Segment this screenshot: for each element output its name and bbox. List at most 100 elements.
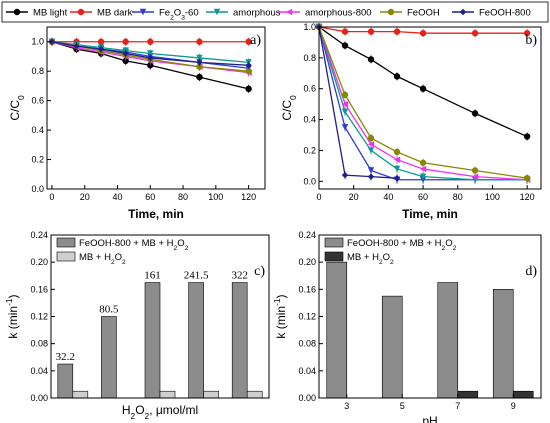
y-tick-label: 0.08 xyxy=(30,339,48,349)
bar-data-label: 241.5 xyxy=(184,270,209,282)
x-tick-label: 80 xyxy=(178,192,188,202)
x-tick-label: 80 xyxy=(453,192,463,202)
y-tick-label: 0.0 xyxy=(31,184,44,194)
y-tick-label: 0.04 xyxy=(298,366,316,376)
panel-b-time-course-chart: 0 20 40 60 80 100 120 0.0 0.2 0.4 0.6 0.8 1.0 Time, m… xyxy=(280,22,542,221)
bar-legend-swatch-mb-h2o2 xyxy=(56,251,76,262)
legend-marker-amorphous xyxy=(213,8,221,16)
bar-feooh-800-mb-h2o2-3 xyxy=(326,261,348,399)
data-point xyxy=(341,42,349,49)
data-point xyxy=(48,38,56,45)
data-point xyxy=(471,110,479,117)
y-tick-label: 0.16 xyxy=(298,284,316,294)
plot-frame xyxy=(46,26,266,190)
legend-marker-mb-light xyxy=(13,8,21,16)
bar-feooh-800-mb-h2o2-7 xyxy=(437,282,459,399)
y-tick-label: 0.24 xyxy=(30,230,48,240)
legend-marker-feooh xyxy=(387,8,395,16)
data-point xyxy=(196,73,203,81)
bar-feooh-800-mb-h2o2-322 xyxy=(231,282,248,399)
data-point xyxy=(419,173,427,180)
y-tick-label: 0.4 xyxy=(303,115,316,125)
data-point xyxy=(341,171,349,179)
bar-feooh-800-mb-h2o2-241-5 xyxy=(188,282,204,399)
panel-a-time-course-chart: 0 20 40 60 80 100 120 0.0 0.2 0.4 0.6 0.8 1.0 Time, m… xyxy=(8,26,266,221)
bar-feooh-800-mb-h2o2-161 xyxy=(144,282,161,399)
legend-marker-feooh-800 xyxy=(459,8,467,16)
y-axis-label: k (min-1) xyxy=(4,294,20,338)
data-point xyxy=(471,167,479,174)
data-point xyxy=(147,54,154,62)
series-line-feooh-800 xyxy=(318,26,398,179)
x-tick-label: 9 xyxy=(511,401,516,411)
data-point xyxy=(341,108,349,116)
legend-marker-amorphous-800 xyxy=(285,8,293,16)
y-tick-label: 0.20 xyxy=(298,257,316,267)
data-point xyxy=(419,159,427,166)
y-tick-label: 1.0 xyxy=(31,37,44,47)
data-point xyxy=(367,167,375,174)
data-point xyxy=(419,85,427,92)
data-point xyxy=(393,28,401,35)
bar-feooh-800-mb-h2o2-32-2 xyxy=(57,363,74,399)
data-point xyxy=(523,175,531,182)
legend-label-amorphous-800: amorphous-800 xyxy=(305,8,372,19)
y-tick-label: 0.8 xyxy=(31,66,44,76)
y-axis-label: k (min-1) xyxy=(272,294,288,338)
data-point xyxy=(196,59,203,66)
y-tick-label: 0.00 xyxy=(298,393,316,403)
y-tick-label: 0.24 xyxy=(298,230,316,240)
bar-legend-label-mb-h2o2: MB + H2O2 xyxy=(347,252,394,266)
panel-label: a) xyxy=(250,33,261,48)
bar-data-label: 32.2 xyxy=(56,351,75,363)
bar-mb-h2o2-32-2 xyxy=(72,390,89,399)
data-point xyxy=(367,141,375,148)
data-point xyxy=(523,29,531,37)
x-tick-label: 100 xyxy=(208,192,223,202)
series-feooh-800 xyxy=(315,23,401,183)
data-point xyxy=(367,28,375,35)
bar-mb-h2o2-161 xyxy=(159,390,176,399)
y-tick-label: 0.00 xyxy=(30,393,48,403)
data-point xyxy=(419,29,427,37)
bar-data-label: 161 xyxy=(144,270,161,282)
legend-label-amorphous: amorphous xyxy=(233,8,281,19)
data-point xyxy=(97,38,105,45)
y-tick-label: 0.08 xyxy=(298,339,316,349)
bar-feooh-800-mb-h2o2-9 xyxy=(492,289,514,399)
data-point xyxy=(523,133,531,140)
data-point xyxy=(196,38,203,45)
data-point xyxy=(393,156,401,163)
data-point xyxy=(471,29,479,37)
x-axis-label: Time, min xyxy=(402,207,458,221)
data-point xyxy=(393,73,401,80)
y-tick-label: 0.04 xyxy=(30,366,48,376)
legend-label-fe2o3-60: Fe2O3-60 xyxy=(159,8,199,22)
y-tick-label: 0.6 xyxy=(31,96,44,106)
x-tick-label: 60 xyxy=(145,192,155,202)
x-tick-label: 60 xyxy=(418,192,428,202)
y-tick-label: 0.12 xyxy=(30,312,48,322)
x-axis-label: Time, min xyxy=(128,207,184,221)
data-point xyxy=(367,173,375,180)
y-axis-label: C/C0 xyxy=(280,95,298,121)
x-tick-label: 0 xyxy=(49,192,54,202)
x-axis-label: H2O2, μmol/ml xyxy=(122,403,198,421)
data-point xyxy=(393,148,401,156)
x-tick-label: 7 xyxy=(455,401,460,411)
panel-label: b) xyxy=(525,33,537,48)
x-tick-label: 120 xyxy=(520,192,535,202)
data-point xyxy=(147,62,154,69)
bar-feooh-800-mb-h2o2-80-5 xyxy=(101,316,117,399)
data-point xyxy=(196,54,203,62)
data-point xyxy=(419,165,427,173)
data-point xyxy=(196,63,203,70)
bar-legend-label-mb-h2o2: MB + H2O2 xyxy=(79,252,126,266)
y-tick-label: 0.16 xyxy=(30,284,48,294)
data-point xyxy=(341,28,349,35)
data-point xyxy=(367,134,375,142)
series-mb-dark xyxy=(315,23,531,38)
